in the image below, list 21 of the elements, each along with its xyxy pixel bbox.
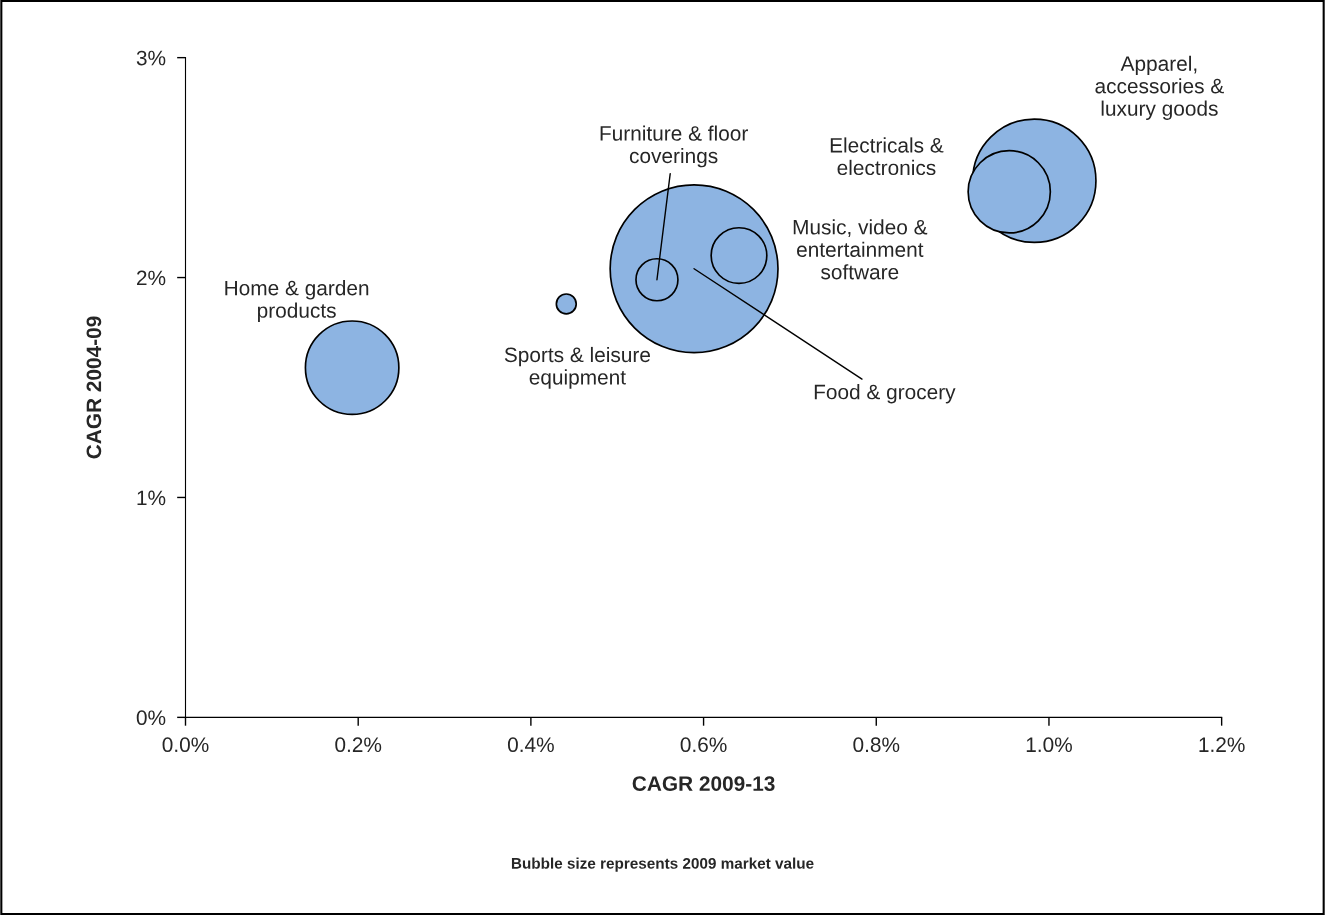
y-tick-label: 2% (136, 270, 166, 286)
annotation: Apparel, accessories & luxury goods (1095, 55, 1224, 120)
annotation: Electricals & electronics (830, 137, 944, 176)
y-tick-label: 1% (137, 490, 166, 506)
annotation: Home & garden products (225, 280, 369, 322)
annotation: Food & grocery (814, 384, 956, 404)
text: Bubble size represents 2009 market value (511, 857, 814, 872)
x-axis-title: CAGR 2009-13 (632, 776, 775, 791)
x-tick-label: 0.4% (507, 737, 554, 753)
x-tick-label: 0.0% (162, 737, 209, 753)
y-tick-label: 3% (136, 50, 166, 66)
x-tick-label: 1.0% (1026, 737, 1072, 753)
x-tick-label: 1.2% (1199, 737, 1245, 753)
annotation: Furniture & floor coverings (600, 125, 748, 168)
x-tick-label: 0.8% (853, 737, 900, 753)
x-tick-label: 0.6% (680, 737, 727, 753)
y-tick-label: 0% (136, 710, 166, 726)
annotation: Sports & leisure equipment (504, 346, 650, 389)
y-axis-title: CAGR 2004-09 (86, 316, 102, 459)
annotation: Music, video & entertainment software (793, 219, 928, 280)
x-tick-label: 0.2% (335, 737, 382, 753)
